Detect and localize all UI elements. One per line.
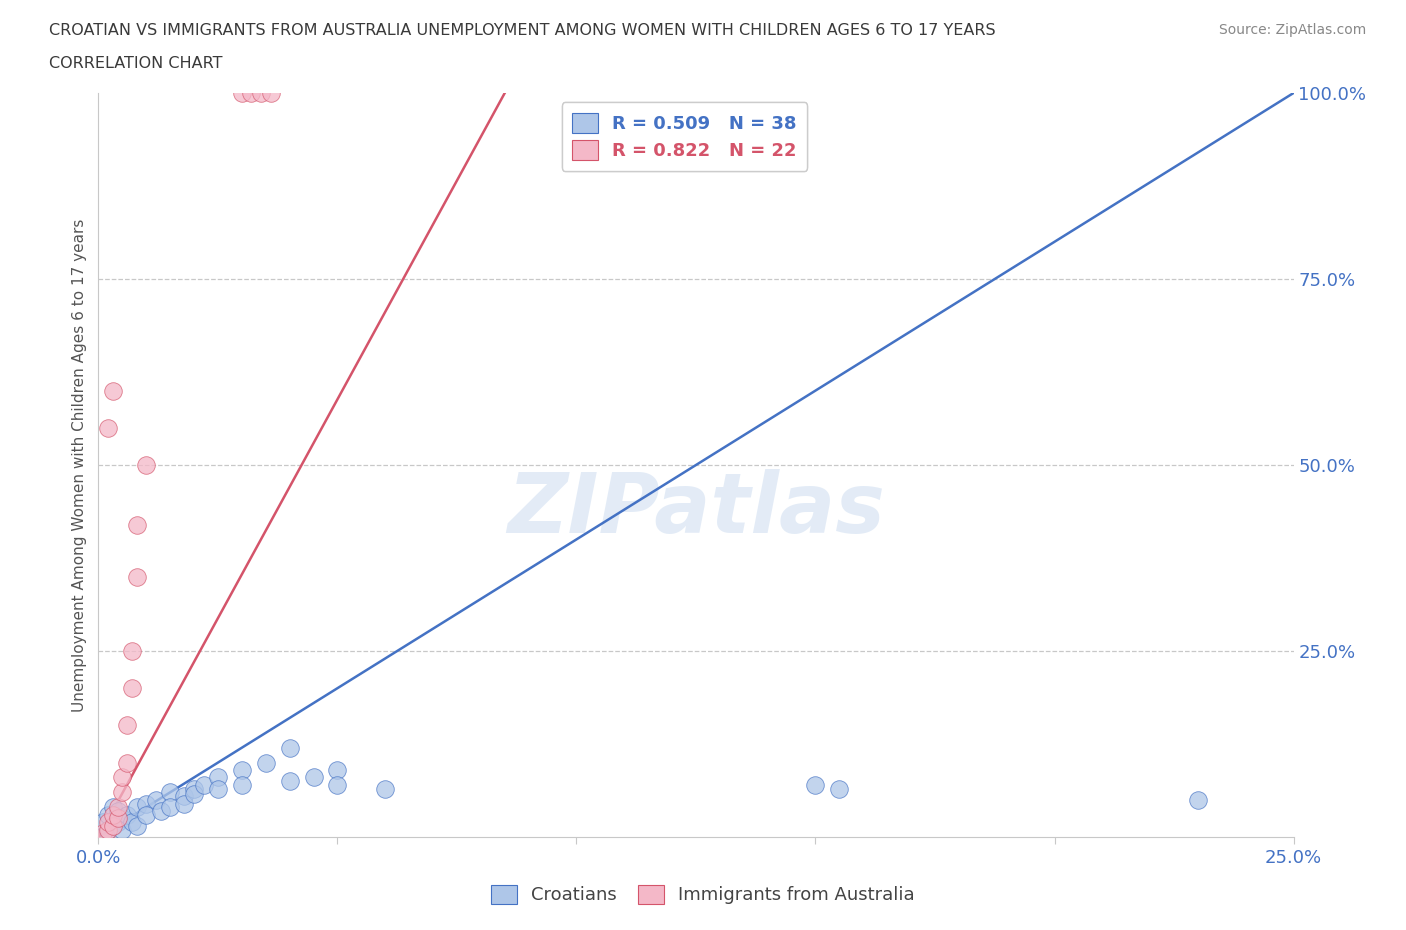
- Text: ZIPatlas: ZIPatlas: [508, 469, 884, 551]
- Text: CROATIAN VS IMMIGRANTS FROM AUSTRALIA UNEMPLOYMENT AMONG WOMEN WITH CHILDREN AGE: CROATIAN VS IMMIGRANTS FROM AUSTRALIA UN…: [49, 23, 995, 38]
- Point: [326, 777, 349, 792]
- Point: [1187, 792, 1209, 807]
- Point: [101, 800, 124, 815]
- Point: [231, 777, 253, 792]
- Point: [159, 785, 181, 800]
- Point: [149, 804, 172, 818]
- Point: [91, 815, 114, 830]
- Point: [145, 792, 167, 807]
- Point: [125, 569, 148, 584]
- Point: [101, 818, 124, 833]
- Point: [278, 740, 301, 755]
- Point: [101, 383, 124, 398]
- Point: [240, 86, 263, 100]
- Legend: Croatians, Immigrants from Australia: Croatians, Immigrants from Australia: [484, 877, 922, 911]
- Point: [111, 770, 134, 785]
- Point: [193, 777, 215, 792]
- Point: [111, 811, 134, 826]
- Point: [111, 822, 134, 837]
- Point: [207, 781, 229, 796]
- Point: [173, 789, 195, 804]
- Point: [121, 681, 143, 696]
- Y-axis label: Unemployment Among Women with Children Ages 6 to 17 years: Unemployment Among Women with Children A…: [72, 219, 87, 711]
- Point: [125, 800, 148, 815]
- Text: CORRELATION CHART: CORRELATION CHART: [49, 56, 222, 71]
- Point: [101, 807, 124, 822]
- Point: [231, 86, 253, 100]
- Point: [159, 800, 181, 815]
- Point: [97, 807, 120, 822]
- Point: [804, 777, 827, 792]
- Point: [278, 774, 301, 789]
- Point: [135, 807, 157, 822]
- Point: [326, 763, 349, 777]
- Point: [374, 781, 396, 796]
- Point: [207, 770, 229, 785]
- Point: [250, 86, 273, 100]
- Point: [97, 822, 120, 837]
- Point: [115, 718, 138, 733]
- Point: [101, 818, 124, 833]
- Point: [97, 420, 120, 435]
- Point: [107, 815, 129, 830]
- Point: [828, 781, 851, 796]
- Point: [107, 804, 129, 818]
- Point: [115, 807, 138, 822]
- Point: [173, 796, 195, 811]
- Point: [135, 796, 157, 811]
- Point: [121, 644, 143, 658]
- Point: [97, 815, 120, 830]
- Text: Source: ZipAtlas.com: Source: ZipAtlas.com: [1219, 23, 1367, 37]
- Point: [183, 781, 205, 796]
- Point: [125, 517, 148, 532]
- Point: [115, 755, 138, 770]
- Legend: R = 0.509   N = 38, R = 0.822   N = 22: R = 0.509 N = 38, R = 0.822 N = 22: [561, 102, 807, 171]
- Point: [107, 811, 129, 826]
- Point: [121, 815, 143, 830]
- Point: [107, 800, 129, 815]
- Point: [97, 822, 120, 837]
- Point: [231, 763, 253, 777]
- Point: [91, 826, 114, 841]
- Point: [302, 770, 325, 785]
- Point: [135, 458, 157, 472]
- Point: [125, 818, 148, 833]
- Point: [111, 785, 134, 800]
- Point: [259, 86, 281, 100]
- Point: [254, 755, 277, 770]
- Point: [183, 787, 205, 802]
